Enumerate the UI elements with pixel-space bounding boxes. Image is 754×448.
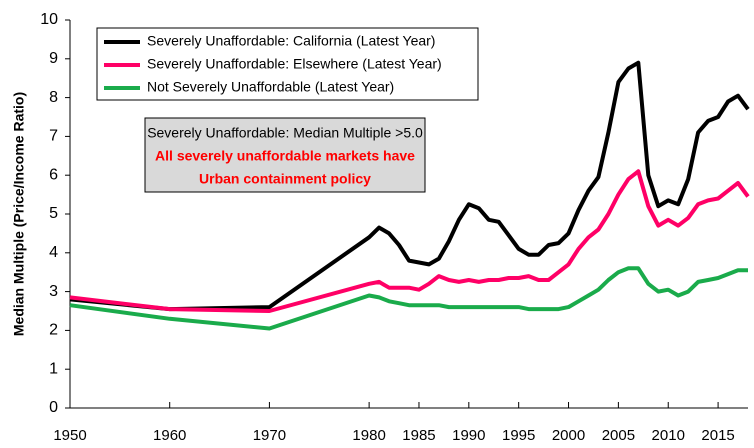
- y-tick-label: 6: [49, 166, 58, 183]
- annotation-text: Severely Unaffordable: Median Multiple >…: [147, 125, 423, 141]
- y-tick-label: 0: [49, 399, 58, 416]
- x-tick-label: 2000: [552, 427, 585, 444]
- y-tick-label: 1: [49, 360, 58, 377]
- legend-label: Not Severely Unaffordable (Latest Year): [147, 79, 394, 95]
- y-tick-label: 2: [49, 322, 58, 339]
- x-tick-label: 2005: [602, 427, 635, 444]
- x-tick-label: 2010: [652, 427, 685, 444]
- x-tick-label: 1950: [53, 427, 86, 444]
- legend-label: Severely Unaffordable: Elsewhere (Latest…: [147, 56, 442, 72]
- x-tick-label: 1995: [502, 427, 535, 444]
- annotation-box: [144, 117, 426, 193]
- series-line: [69, 169, 750, 313]
- y-axis-label: Median Multiple (Price/Income Ratio): [11, 92, 27, 336]
- series-line: [69, 60, 750, 312]
- y-tick-label: 8: [49, 89, 58, 106]
- x-tick-label: 1960: [153, 427, 186, 444]
- x-tick-label: 2015: [701, 427, 734, 444]
- legend-label: Severely Unaffordable: California (Lates…: [147, 33, 435, 49]
- y-tick-label: 7: [49, 128, 58, 145]
- y-tick-label: 4: [49, 244, 58, 261]
- annotation-text: All severely unaffordable markets have: [155, 148, 415, 164]
- x-tick-label: 1970: [253, 427, 286, 444]
- x-tick-label: 1985: [402, 427, 435, 444]
- y-tick-label: 9: [49, 50, 58, 67]
- y-tick-label: 3: [49, 283, 58, 300]
- x-tick-label: 1990: [452, 427, 485, 444]
- x-tick-label: 1980: [352, 427, 385, 444]
- annotation-text: Urban containment policy: [199, 171, 371, 187]
- y-tick-label: 10: [40, 11, 58, 28]
- legend-box: [96, 27, 479, 101]
- series-line: [69, 266, 748, 331]
- y-tick-label: 5: [49, 205, 58, 222]
